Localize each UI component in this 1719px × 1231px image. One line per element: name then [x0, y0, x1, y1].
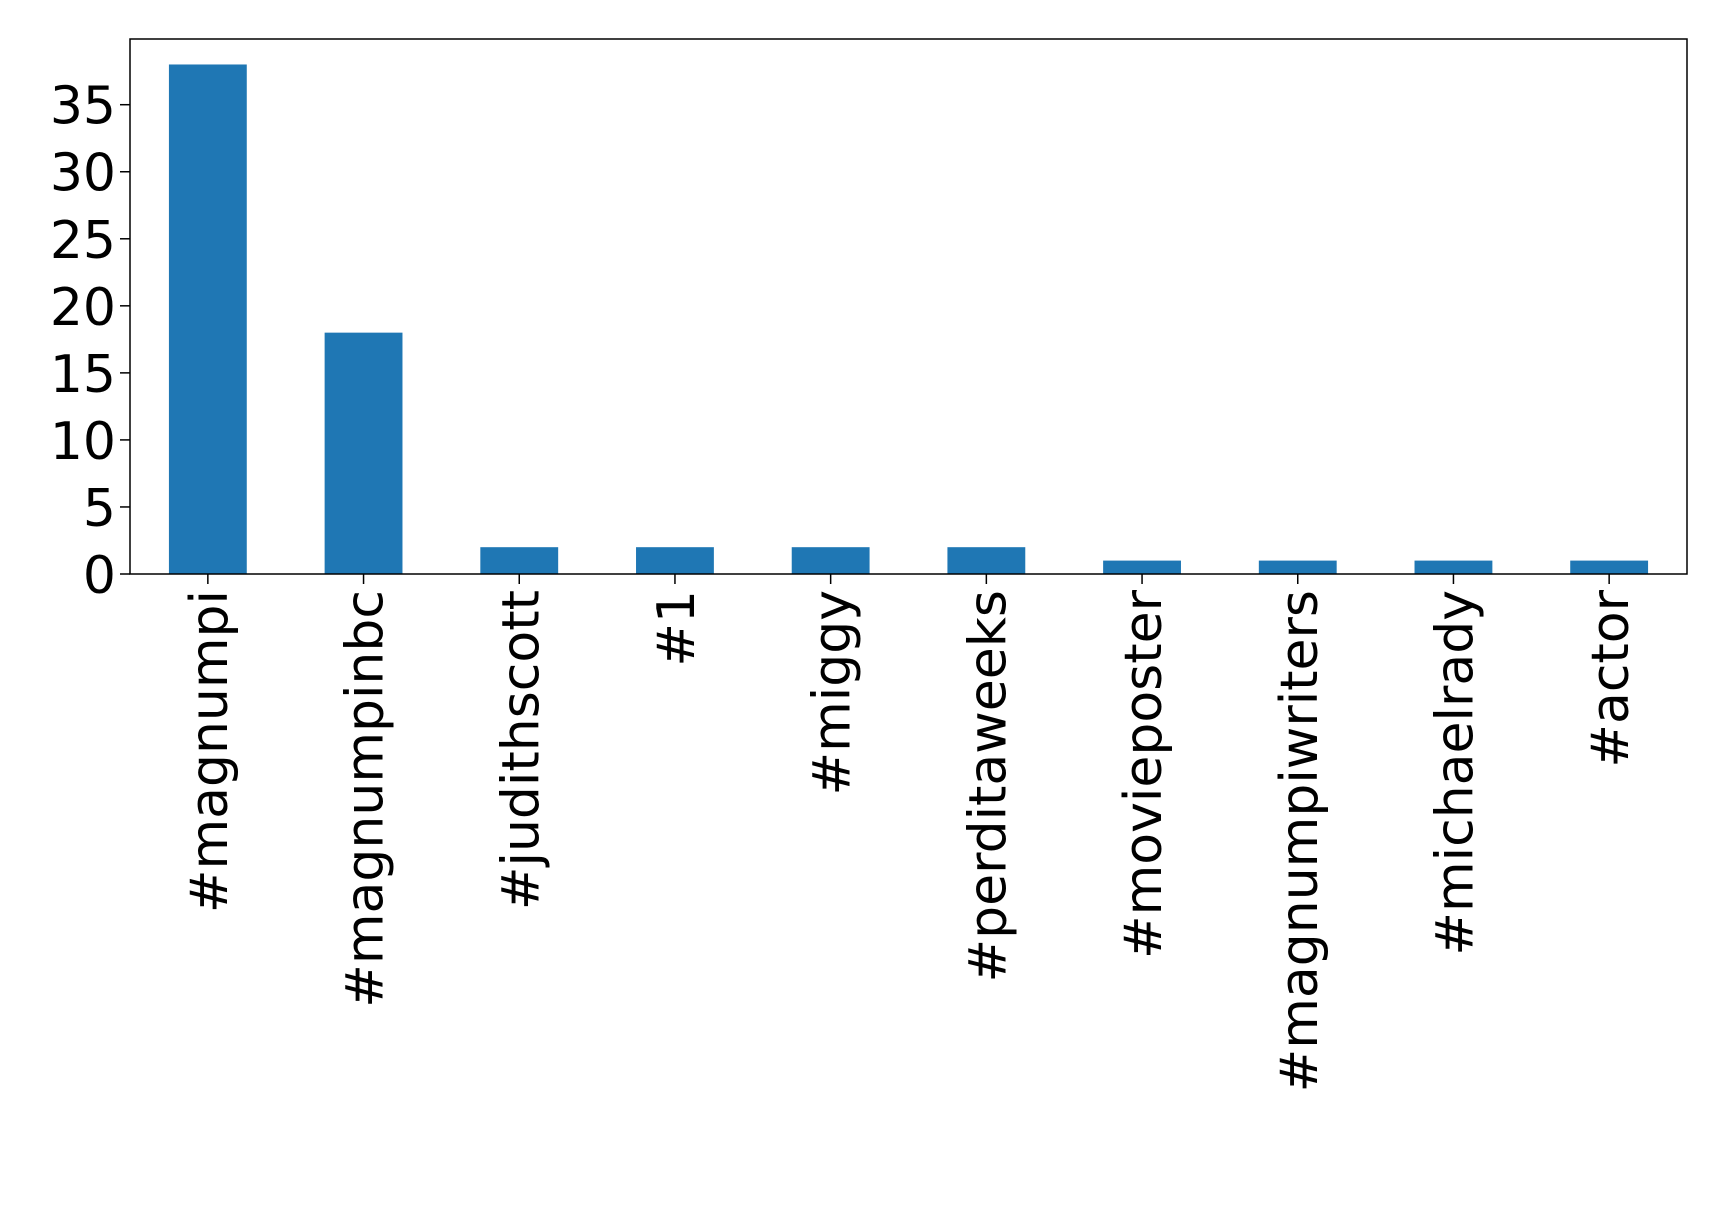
- x-tick-label: #1: [647, 590, 707, 667]
- x-tick-label: #judithscott: [491, 590, 551, 910]
- x-tick-label: #magnumpiwriters: [1270, 590, 1330, 1092]
- bar: [636, 547, 714, 574]
- y-tick-label: 0: [83, 546, 116, 606]
- y-tick-label: 10: [50, 412, 116, 472]
- x-tick-label: #michaelrady: [1425, 590, 1485, 956]
- y-tick-label: 20: [50, 278, 116, 338]
- bar: [1258, 560, 1337, 574]
- x-tick-label: #movieposter: [1114, 589, 1174, 959]
- x-tick-label: #magnumpi: [180, 590, 240, 913]
- bar: [947, 547, 1026, 574]
- bar: [791, 547, 870, 574]
- bar: [480, 547, 559, 574]
- x-tick-label: #magnumpinbc: [336, 590, 396, 1008]
- bar: [324, 332, 403, 574]
- y-tick-label: 35: [50, 77, 116, 137]
- y-tick-label: 25: [50, 211, 116, 271]
- bar: [168, 64, 247, 574]
- y-tick-label: 15: [50, 345, 116, 405]
- x-tick-label: #actor: [1581, 589, 1641, 767]
- x-tick-label: #miggy: [803, 590, 863, 795]
- x-tick-label: #perditaweeks: [958, 590, 1018, 982]
- y-tick-label: 5: [83, 479, 116, 539]
- bar: [1570, 560, 1649, 574]
- bar: [1414, 560, 1493, 574]
- plot-frame: [129, 38, 1688, 575]
- y-tick-label: 30: [50, 144, 116, 204]
- bar: [1103, 560, 1181, 574]
